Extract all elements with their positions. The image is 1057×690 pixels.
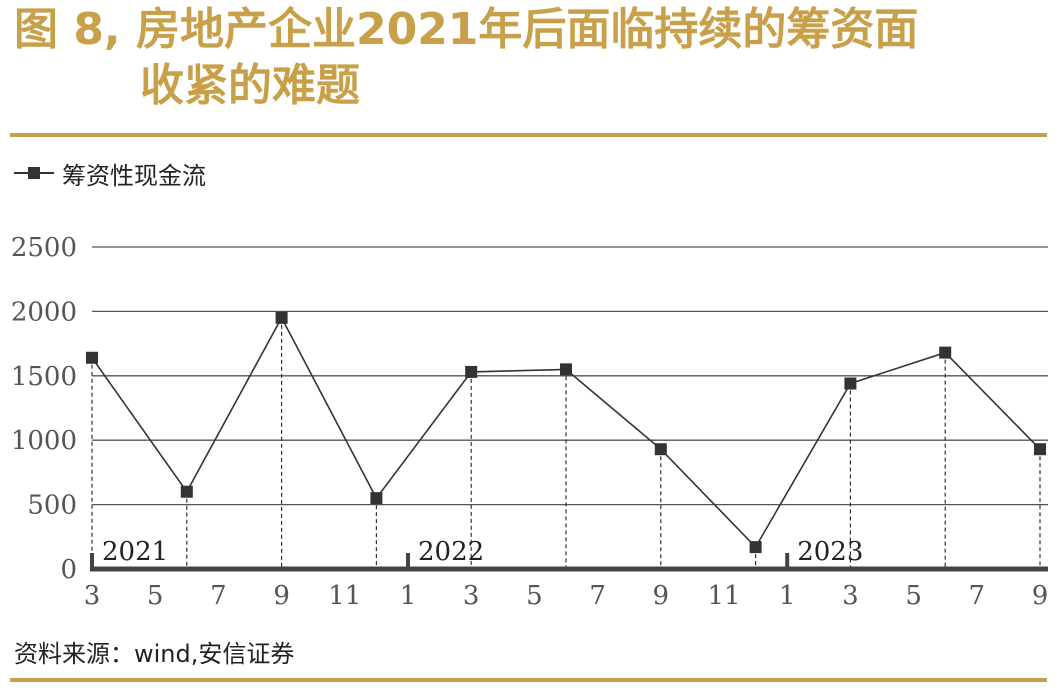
data-point (844, 377, 857, 390)
data-point (654, 443, 667, 456)
data-point (86, 351, 98, 364)
year-label: 2021 (102, 537, 168, 567)
data-point (465, 365, 478, 378)
data-point (749, 541, 762, 554)
source-note: 资料来源：wind,安信证券 (14, 640, 295, 668)
x-tick-label: 11 (328, 581, 361, 611)
legend-swatch-icon (14, 163, 54, 183)
legend: 筹资性现金流 (14, 158, 206, 190)
data-point (1034, 443, 1046, 456)
footer-divider (10, 678, 1047, 682)
x-tick-label: 5 (905, 581, 922, 611)
year-label: 2023 (797, 537, 863, 567)
x-tick-label: 9 (1032, 581, 1049, 611)
title-divider (10, 133, 1047, 137)
x-tick-label: 1 (400, 581, 417, 611)
chart-title: 图 8, 房地产企业2021年后面临持续的筹资面 收紧的难题 (14, 2, 1044, 114)
x-tick-label: 9 (653, 581, 670, 611)
x-tick-label: 3 (84, 581, 101, 611)
data-point (939, 346, 952, 359)
x-tick-label: 9 (273, 581, 290, 611)
x-tick-label: 5 (147, 581, 164, 611)
x-tick-label: 11 (707, 581, 740, 611)
y-tick-label: 2000 (11, 297, 77, 327)
x-tick-label: 5 (526, 581, 543, 611)
x-tick-label: 7 (969, 581, 986, 611)
y-tick-label: 1500 (11, 362, 77, 392)
legend-label: 筹资性现金流 (62, 161, 206, 190)
y-tick-label: 500 (27, 491, 77, 521)
x-tick-label: 1 (779, 581, 796, 611)
y-tick-label: 0 (60, 555, 77, 585)
y-tick-label: 2500 (11, 233, 77, 263)
x-tick-label: 3 (842, 581, 859, 611)
chart-title-line-2: 收紧的难题 (140, 60, 360, 111)
x-tick-label: 7 (589, 581, 606, 611)
data-point (370, 492, 383, 505)
data-point (180, 485, 193, 498)
data-point (560, 363, 572, 376)
year-label: 2022 (418, 537, 484, 567)
y-tick-label: 1000 (11, 426, 77, 456)
x-tick-label: 3 (463, 581, 480, 611)
chart-title-line-1: 图 8, 房地产企业2021年后面临持续的筹资面 (14, 4, 919, 55)
data-point (275, 311, 288, 324)
x-tick-label: 7 (210, 581, 227, 611)
